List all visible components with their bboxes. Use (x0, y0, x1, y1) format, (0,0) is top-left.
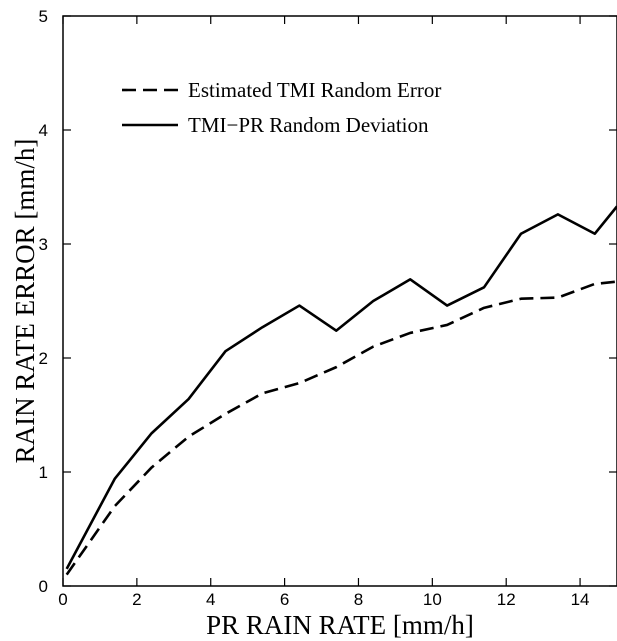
data-series (65, 205, 617, 576)
x-tick-label: 8 (354, 590, 363, 609)
x-tick-label: 4 (206, 590, 215, 609)
x-axis-title: PR RAIN RATE [mm/h] (206, 610, 474, 640)
y-tick-label: 0 (39, 577, 48, 596)
legend-label-0: Estimated TMI Random Error (188, 78, 441, 102)
x-tick-label: 10 (423, 590, 442, 609)
series-line-1 (65, 205, 617, 570)
y-tick-label: 2 (39, 349, 48, 368)
y-tick-label: 4 (39, 121, 48, 140)
series-line-0 (65, 280, 617, 576)
y-tick-label: 1 (39, 463, 48, 482)
y-axis-title: RAIN RATE ERROR [mm/h] (10, 139, 40, 464)
x-tick-label: 14 (571, 590, 590, 609)
legend: Estimated TMI Random Error TMI−PR Random … (122, 78, 441, 137)
x-tick-label: 12 (497, 590, 516, 609)
x-tick-label: 2 (132, 590, 141, 609)
x-tick-label: 6 (280, 590, 289, 609)
y-tick-label: 5 (39, 7, 48, 26)
y-tick-label: 3 (39, 235, 48, 254)
legend-label-1: TMI−PR Random Deviation (188, 113, 429, 137)
plot-frame (62, 15, 617, 587)
x-tick-label: 0 (58, 590, 67, 609)
